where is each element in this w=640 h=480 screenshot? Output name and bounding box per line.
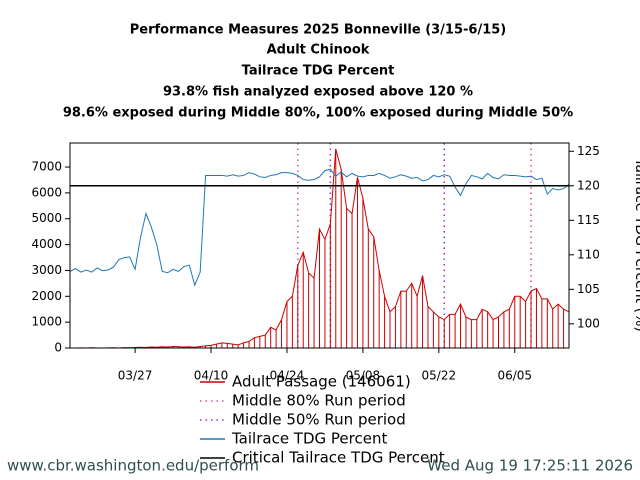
y2-tick-label: 115 [577,213,600,227]
y-tick-label: 2000 [31,289,62,303]
legend-label: Middle 80% Run period [232,392,406,410]
chart-title: 93.8% fish analyzed exposed above 120 % [163,85,473,100]
x-tick-label: 04/10 [194,369,229,383]
y-tick-label: 7000 [31,160,62,174]
y-tick-label: 0 [54,341,62,355]
y-tick-label: 3000 [31,263,62,277]
y2-axis-label: Tailrace TDG Percent (%) [632,157,640,332]
chart-title: Tailrace TDG Percent [242,64,395,79]
y2-tick-label: 100 [577,316,600,330]
y2-tick-label: 120 [577,178,600,192]
footer-url: www.cbr.washington.edu/perform [7,457,259,475]
legend-label: Tailrace TDG Percent [231,430,387,448]
legend-label: Middle 50% Run period [232,411,406,429]
plot-frame [69,142,570,349]
y-tick-label: 4000 [31,237,62,251]
x-tick-label: 05/22 [422,369,457,383]
y2-tick-label: 110 [577,247,600,261]
x-tick-label: 04/24 [270,369,305,383]
x-tick-label: 05/08 [346,369,381,383]
y2-tick-label: 125 [577,144,600,158]
footer-date: Wed Aug 19 17:25:11 2026 [427,457,633,475]
legend-label: Critical Tailrace TDG Percent [232,449,445,467]
chart-title: 98.6% exposed during Middle 80%, 100% ex… [63,106,573,121]
legend-label: Adult Passage (146061) [232,373,411,391]
y2-tick-label: 105 [577,282,600,296]
passage-line [70,148,570,349]
chart-title: Performance Measures 2025 Bonneville (3/… [130,23,507,38]
x-tick-label: 06/05 [497,369,532,383]
tdg-line [69,168,570,287]
y-tick-label: 1000 [31,315,62,329]
y-tick-label: 5000 [31,211,62,225]
y-tick-label: 6000 [31,185,62,199]
x-tick-label: 03/27 [118,369,153,383]
chart-title: Adult Chinook [267,43,370,58]
